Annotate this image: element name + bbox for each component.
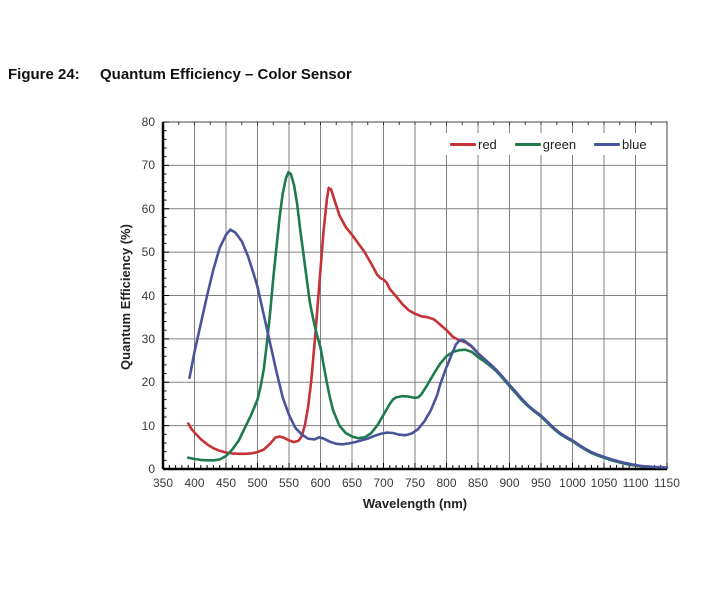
x-tick-label: 750 bbox=[404, 476, 426, 490]
y-tick-label: 10 bbox=[141, 418, 155, 433]
x-tick-label: 400 bbox=[184, 476, 205, 490]
x-tick-label: 1000 bbox=[559, 476, 586, 490]
x-tick-label: 800 bbox=[436, 476, 457, 490]
legend-item-green: green bbox=[514, 136, 577, 152]
x-tick-label: 700 bbox=[373, 476, 394, 490]
figure-title: Quantum Efficiency – Color Sensor bbox=[100, 66, 352, 83]
x-axis-title: Wavelength (nm) bbox=[362, 496, 468, 511]
x-tick-label: 1050 bbox=[590, 476, 618, 490]
x-tick-label: 950 bbox=[530, 476, 552, 490]
legend-item-red: red bbox=[450, 137, 497, 152]
y-tick-label: 40 bbox=[141, 288, 155, 303]
x-tick-label: 850 bbox=[467, 476, 489, 490]
x-tick-label: 650 bbox=[341, 476, 363, 490]
x-tick-label: 1100 bbox=[622, 476, 649, 490]
x-tick-label: 600 bbox=[310, 476, 331, 490]
y-tick-label: 20 bbox=[141, 375, 155, 390]
y-tick-label: 30 bbox=[141, 331, 155, 346]
figure-label: Figure 24: bbox=[8, 66, 80, 83]
green-line-swatch-icon bbox=[514, 142, 541, 146]
y-tick-label: 0 bbox=[148, 462, 155, 476]
blue-line-swatch-icon bbox=[594, 142, 621, 146]
x-tick-label: 450 bbox=[215, 476, 237, 490]
legend-item-blue: blue bbox=[594, 137, 647, 152]
blue-curve bbox=[188, 228, 669, 469]
y-tick-label: 70 bbox=[141, 158, 155, 173]
y-tick-label: 50 bbox=[141, 245, 155, 260]
legend-label-blue: blue bbox=[622, 136, 647, 152]
legend-label-red: red bbox=[478, 136, 497, 152]
red-line-swatch-icon bbox=[450, 142, 476, 146]
legend-label-green: green bbox=[542, 136, 577, 152]
y-tick-label: 60 bbox=[141, 201, 155, 216]
figure-caption: Figure 24: Quantum Efficiency – Color Se… bbox=[8, 66, 352, 83]
x-tick-label: 900 bbox=[499, 476, 520, 490]
x-tick-label: 500 bbox=[247, 476, 268, 490]
legend: red green blue bbox=[444, 133, 653, 155]
x-tick-label: 350 bbox=[152, 476, 174, 490]
x-tick-label: 1150 bbox=[654, 476, 680, 490]
x-tick-label: 550 bbox=[278, 476, 300, 490]
y-tick-label: 80 bbox=[141, 115, 155, 129]
